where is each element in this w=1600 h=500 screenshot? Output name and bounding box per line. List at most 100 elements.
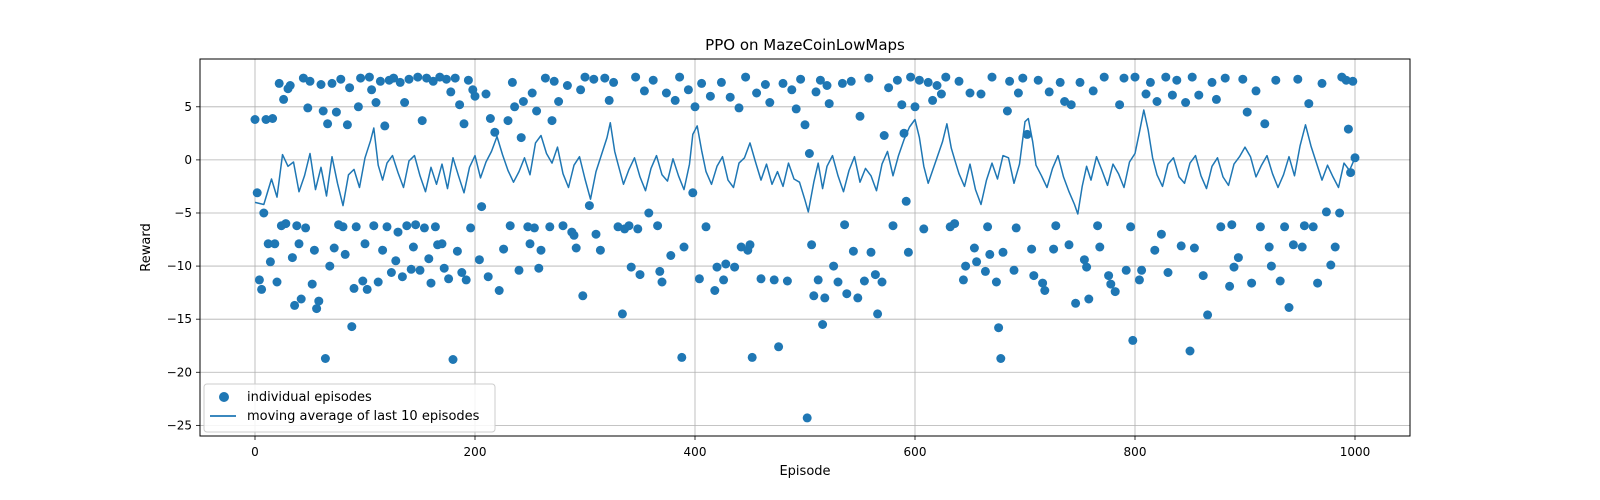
episode-point [690,102,700,112]
episode-point [428,76,438,86]
y-axis-label: Reward [139,223,154,271]
episode-point [765,98,775,107]
episode-point [301,223,311,233]
episode-point [1095,242,1105,252]
episode-point [1251,86,1261,96]
x-tick-label: 0 [251,445,259,459]
episode-point [485,114,495,123]
episode-point [914,75,924,85]
episode-point [719,275,729,285]
episode-point [697,78,707,88]
episode-point [529,223,539,233]
episode-point [1181,98,1191,107]
episode-point [1211,94,1221,104]
episode-point [494,286,504,295]
episode-point [976,89,986,99]
episode-point [373,277,383,287]
episode-point [730,262,740,272]
episode-point [1064,240,1074,250]
episode-point [358,276,368,286]
episode-point [919,224,929,234]
episode-point [1029,271,1039,281]
episode-point [446,87,456,97]
episode-point [1225,281,1235,291]
episode-point [252,188,262,198]
episode-point [666,251,676,260]
episode-point [679,242,689,252]
episode-point [1275,276,1285,286]
episode-point [477,202,487,212]
episode-point [804,149,814,158]
episode-point [752,88,762,98]
episode-point [906,72,916,82]
plot-frame [199,58,1411,437]
episode-point [408,242,418,252]
episode-point [600,73,610,83]
episode-point [1126,222,1136,232]
episode-point [314,296,324,306]
episode-point [327,78,337,88]
episode-point [296,294,306,304]
episode-point [1110,287,1120,297]
episode-point [307,279,317,289]
episode-point [1013,88,1023,98]
episode-point [985,249,995,259]
episode-point [1271,75,1281,85]
episode-point [782,276,792,286]
episode-point [932,81,942,90]
episode-point [569,230,579,240]
episode-point [745,240,755,250]
episode-point [901,196,911,206]
episode-point [877,277,887,287]
episode-point [694,274,704,284]
episode-point [675,72,685,82]
episode-point [338,222,348,232]
episode-point [426,278,436,288]
episode-point [347,322,357,332]
episode-point [466,223,476,233]
episode-point [1084,294,1094,304]
episode-point [532,106,542,116]
episode-point [1066,100,1076,110]
episode-point [734,103,744,113]
legend-label-scatter: individual episodes [247,390,372,405]
episode-point [928,95,938,105]
episode-point [716,77,726,87]
episode-point [285,81,295,90]
episode-point [514,265,524,275]
episode-point [1335,208,1345,218]
episode-point [444,274,454,284]
episode-point [1233,253,1243,263]
episode-point [747,352,757,362]
episode-point [571,243,581,253]
episode-point [954,76,964,86]
episode-point [507,77,517,87]
episode-point [402,221,412,231]
episode-point [554,97,564,106]
episode-point [518,97,528,106]
episode-point [1022,129,1032,139]
episode-point [371,98,381,107]
episode-point [505,221,515,231]
episode-point [455,100,465,110]
episode-point [756,274,766,284]
episode-point [413,72,423,82]
episode-point [309,245,319,255]
episode-point [796,74,806,84]
episode-point [1106,279,1116,289]
episode-point [1071,298,1081,308]
episode-point [661,88,671,98]
episode-point [1216,222,1226,232]
episode-point [1099,72,1109,82]
episode-point [1018,73,1028,83]
episode-point [393,227,403,237]
episode-point [545,222,555,232]
episode-point [1002,106,1012,116]
episode-point [725,92,735,102]
episode-point [380,121,390,131]
legend-marker-scatter [219,392,229,402]
episode-point [983,222,993,232]
episode-point [1121,265,1131,275]
episode-point [1220,73,1230,83]
episode-point [536,245,546,255]
